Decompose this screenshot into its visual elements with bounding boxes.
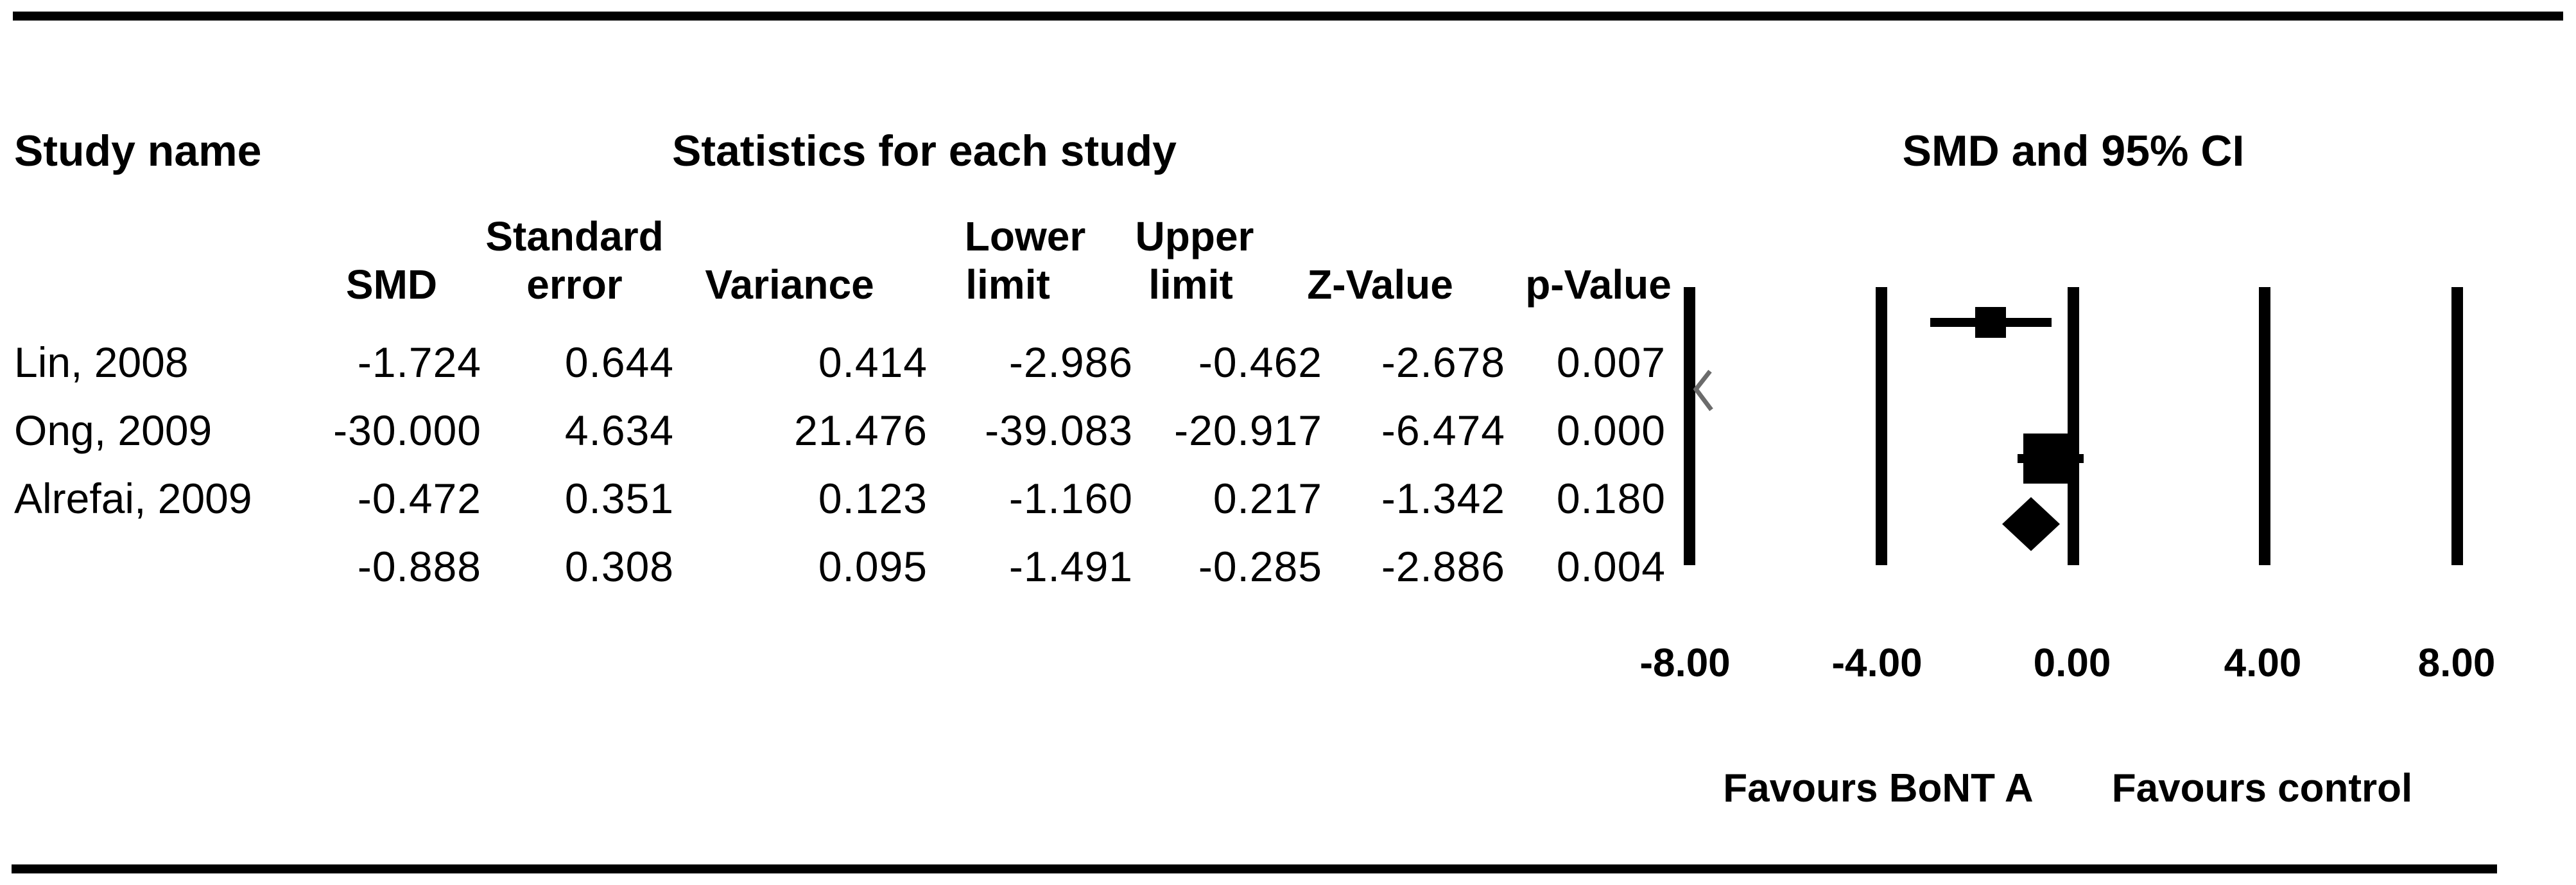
column-header-p-value: p-Value: [1525, 261, 1672, 308]
standard-error-cell: 0.351: [564, 475, 674, 522]
study-label: Ong, 2009: [14, 407, 212, 454]
column-header-upper-limit: limit: [1148, 261, 1233, 308]
plot-title-smd-ci: SMD and 95% CI: [1902, 127, 2245, 175]
z-value-cell: -2.886: [1381, 543, 1505, 590]
standard-error-cell: 4.634: [564, 407, 674, 454]
column-header-error: error: [526, 261, 623, 308]
standard-error-cell: 0.644: [564, 338, 674, 386]
offscale-left-arrow-icon: [1693, 369, 1713, 412]
variance-cell: 0.095: [818, 543, 928, 590]
p-value-cell: 0.004: [1556, 543, 1666, 590]
smd-cell: -1.724: [357, 338, 481, 386]
upper-limit-cell: -0.285: [1198, 543, 1322, 590]
upper-limit-cell: 0.217: [1213, 475, 1322, 522]
z-value-cell: -6.474: [1381, 407, 1505, 454]
p-value-cell: 0.000: [1556, 407, 1666, 454]
column-header-standard: Standard: [485, 213, 664, 259]
summary-diamond: [2002, 497, 2060, 551]
study-label: Alrefai, 2009: [14, 475, 252, 522]
z-value-cell: -2.678: [1381, 338, 1505, 386]
study-label: Lin, 2008: [14, 338, 189, 386]
axis-tick-label: 8.00: [2417, 641, 2496, 685]
lower-limit-cell: -1.491: [1008, 543, 1133, 590]
column-header-smd: SMD: [345, 261, 438, 308]
smd-cell: -0.888: [357, 543, 481, 590]
column-group-title-study-name: Study name: [14, 127, 262, 175]
upper-limit-cell: -20.917: [1174, 407, 1322, 454]
column-header-lower-limit: limit: [965, 261, 1050, 308]
axis-line-pos4: [2259, 287, 2270, 565]
smd-cell: -30.000: [333, 407, 481, 454]
upper-limit-cell: -0.462: [1198, 338, 1322, 386]
p-value-cell: 0.007: [1556, 338, 1666, 386]
lower-limit-cell: -39.083: [985, 407, 1133, 454]
bottom-rule: [12, 864, 2497, 873]
axis-tick-label: -4.00: [1831, 641, 1923, 685]
lower-limit-cell: -2.986: [1008, 338, 1133, 386]
standard-error-cell: 0.308: [564, 543, 674, 590]
smd-cell: -0.472: [357, 475, 481, 522]
axis-tick-label: -8.00: [1639, 641, 1731, 685]
axis-tick-label: 0.00: [2033, 641, 2111, 685]
point-estimate-square-alrefai-2009: [2023, 434, 2073, 484]
column-group-title-statistics: Statistics for each study: [671, 127, 1177, 175]
column-header-upper: Upper: [1135, 213, 1254, 259]
favours-left-label: Favours BoNT A: [1723, 766, 2034, 811]
lower-limit-cell: -1.160: [1008, 475, 1133, 522]
point-estimate-square-lin-2008: [1975, 307, 2006, 338]
column-header-z-value: Z-Value: [1307, 261, 1453, 308]
favours-right-label: Favours control: [2111, 766, 2413, 811]
variance-cell: 0.414: [818, 338, 928, 386]
axis-line-neg4: [1876, 287, 1887, 565]
axis-tick-label: 4.00: [2224, 641, 2302, 685]
z-value-cell: -1.342: [1381, 475, 1505, 522]
column-header-variance: Variance: [705, 261, 874, 308]
variance-cell: 0.123: [818, 475, 928, 522]
variance-cell: 21.476: [794, 407, 928, 454]
column-header-lower: Lower: [964, 213, 1086, 259]
p-value-cell: 0.180: [1556, 475, 1666, 522]
top-rule: [13, 12, 2563, 21]
axis-line-zero: [2068, 287, 2079, 565]
axis-line-neg8: [1684, 287, 1695, 565]
axis-line-pos8: [2451, 287, 2463, 565]
